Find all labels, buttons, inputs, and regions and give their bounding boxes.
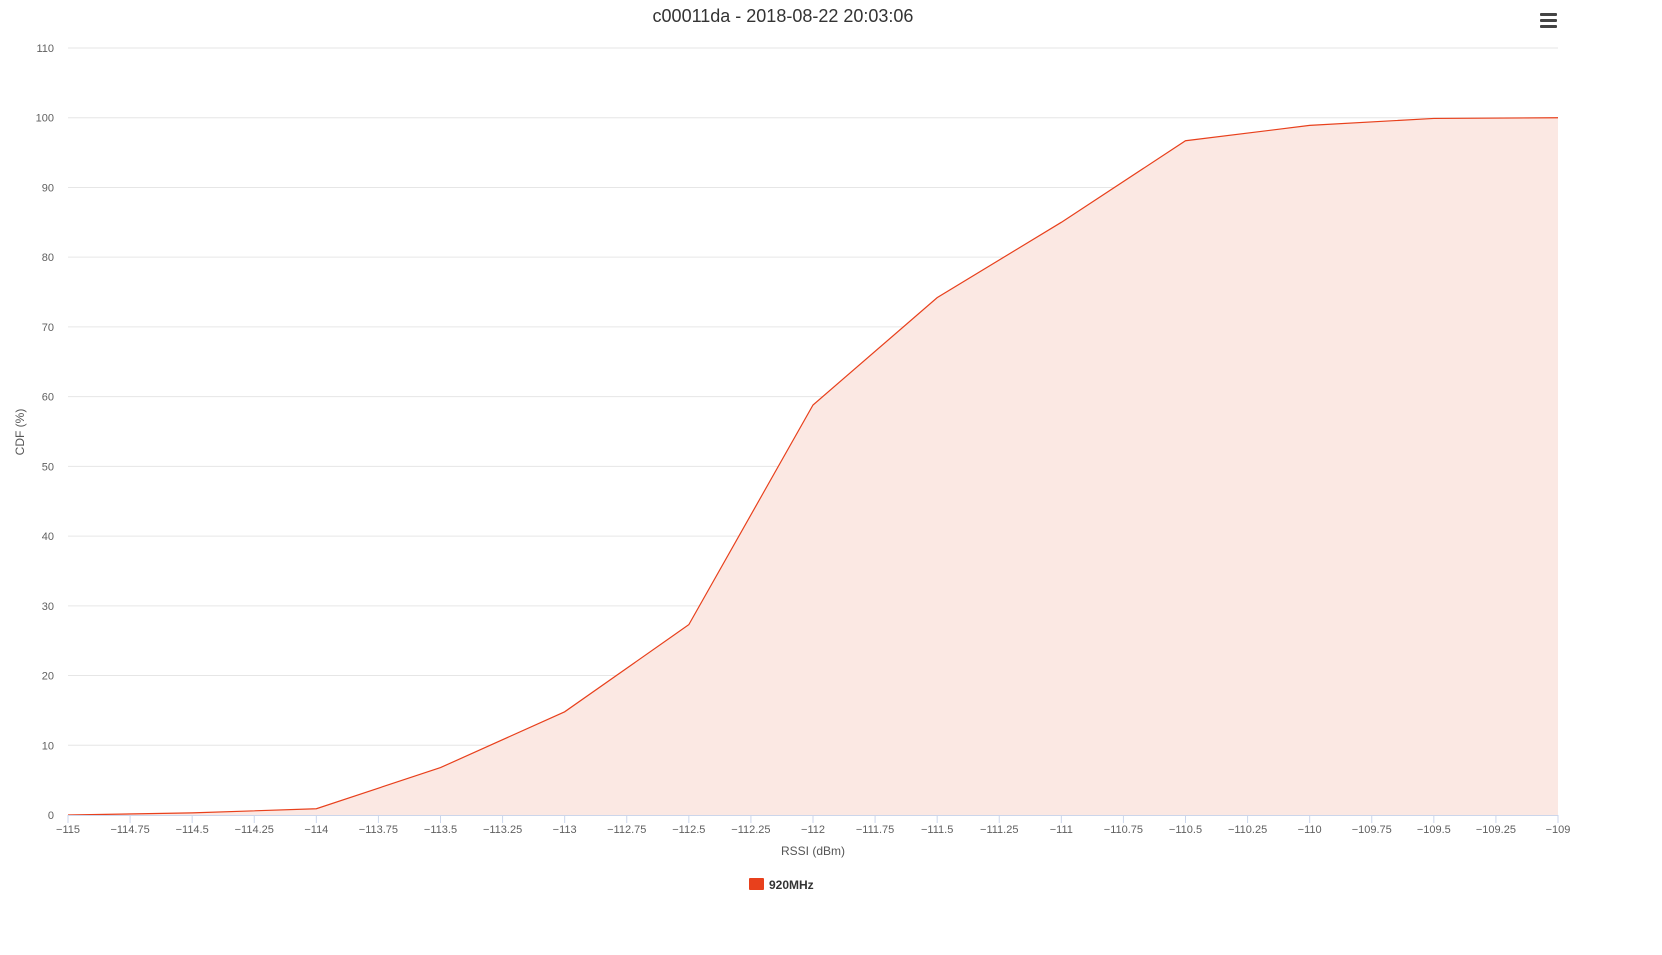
x-axis: −115 −114.75 −114.5 −114.25 −114 −113.75 −113.… <box>56 815 1570 836</box>
menu-bar <box>1539 24 1557 28</box>
x-tick-label: −113.75 <box>359 824 398 836</box>
x-tick-label: −113.25 <box>483 824 522 836</box>
x-tick-label: −112.5 <box>672 824 705 836</box>
x-tick-label: −109.5 <box>1417 824 1451 836</box>
menu-bar <box>1539 18 1557 22</box>
x-tick-label: −112.75 <box>607 824 646 836</box>
y-tick-label: 100 <box>36 113 54 125</box>
x-tick-label: −114.75 <box>110 824 149 836</box>
legend-swatch-920mhz <box>749 878 764 890</box>
x-tick-label: −114.5 <box>176 824 209 836</box>
x-tick-label: −110.75 <box>1104 824 1143 836</box>
x-tick-label: −111 <box>1050 824 1073 836</box>
x-tick-label: −112 <box>801 824 825 836</box>
x-tick-label: −109.75 <box>1352 824 1392 836</box>
y-tick-label: 50 <box>42 461 54 473</box>
y-tick-label: 110 <box>36 43 54 55</box>
chart-title: c00011da - 2018-08-22 20:03:06 <box>653 6 914 26</box>
x-tick-label: −111.5 <box>921 824 953 836</box>
x-tick-label: −113 <box>553 824 577 836</box>
x-tick-label: −110 <box>1298 824 1322 836</box>
y-tick-label: 80 <box>42 252 54 264</box>
x-tick-label: −110.25 <box>1228 824 1267 836</box>
y-tick-label: 40 <box>42 531 54 543</box>
y-tick-label: 10 <box>42 740 54 752</box>
y-tick-label: 90 <box>42 182 54 194</box>
x-tick-label: −109.25 <box>1476 824 1516 836</box>
legend-label-920mhz[interactable]: 920MHz <box>769 878 814 892</box>
x-tick-label: −114.25 <box>235 824 274 836</box>
y-tick-label: 0 <box>48 810 54 822</box>
x-tick-label: −110.5 <box>1169 824 1202 836</box>
menu-bar <box>1539 12 1557 16</box>
series-area-fill <box>68 117 1558 816</box>
x-tick-label: −111.75 <box>856 824 894 836</box>
x-tick-label: −114 <box>304 824 328 836</box>
y-tick-label: 70 <box>42 322 54 334</box>
x-tick-label: −111.25 <box>980 824 1018 836</box>
legend[interactable]: 920MHz <box>749 878 814 892</box>
y-tick-label: 30 <box>42 601 54 613</box>
x-tick-label: −115 <box>56 824 80 836</box>
hamburger-menu-icon[interactable] <box>1534 8 1562 32</box>
plot-area <box>67 117 1559 816</box>
y-axis-label: CDF (%) <box>13 409 27 456</box>
x-tick-label: −112.25 <box>731 824 770 836</box>
y-axis: 0 10 20 30 40 50 60 70 80 90 100 110 <box>36 43 54 822</box>
x-tick-label: −113.5 <box>424 824 457 836</box>
y-tick-label: 60 <box>42 392 54 404</box>
x-tick-label: −109 <box>1546 824 1571 836</box>
x-axis-label: RSSI (dBm) <box>781 844 845 858</box>
y-tick-label: 20 <box>42 671 54 683</box>
